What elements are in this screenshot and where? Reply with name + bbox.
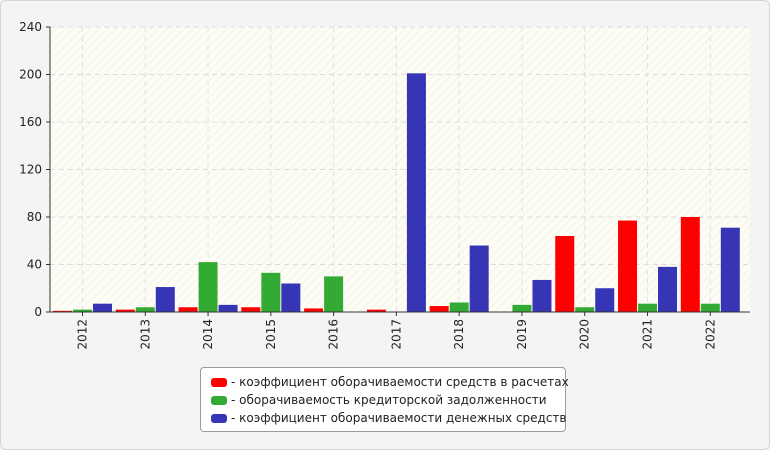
- bar-2013-series-2: [135, 307, 155, 312]
- bar-2018-series-3: [469, 245, 489, 312]
- bar-2014-series-2: [198, 262, 218, 312]
- bars: [53, 73, 740, 312]
- x-tick-label: 2015: [264, 319, 278, 350]
- bar-2020-series-3: [595, 288, 615, 312]
- y-tick-label: 80: [27, 210, 42, 224]
- x-tick-label: 2021: [641, 319, 655, 350]
- legend: - коэффициент оборачиваемости средств в …: [200, 367, 569, 432]
- bar-2013-series-1: [115, 309, 135, 312]
- bar-2017-series-1: [366, 309, 386, 312]
- bar-2018-series-1: [429, 306, 449, 312]
- x-tick-label: 2020: [578, 319, 592, 350]
- legend-item-payables: - оборачиваемость кредиторской задолженн…: [211, 391, 565, 409]
- bar-2022-series-1: [680, 217, 700, 312]
- bar-2020-series-2: [575, 307, 595, 312]
- bar-2012-series-3: [93, 303, 112, 312]
- bar-2021-series-1: [618, 220, 638, 312]
- bar-2016-series-2: [324, 276, 344, 312]
- x-tick-label: 2017: [389, 319, 403, 350]
- legend-label-cash: - коэффициент оборачиваемости денежных с…: [231, 411, 567, 425]
- bar-2017-series-3: [406, 73, 426, 312]
- bar-2016-series-1: [304, 308, 324, 312]
- legend-item-cash: - коэффициент оборачиваемости денежных с…: [211, 409, 567, 427]
- x-tick-label: 2022: [703, 319, 717, 350]
- x-tick-label: 2018: [452, 319, 466, 350]
- y-tick-label: 0: [34, 305, 42, 319]
- legend-label-settlements: - коэффициент оборачиваемости средств в …: [231, 375, 569, 389]
- y-tick-label: 240: [19, 20, 42, 34]
- y-tick-labels: 0 40 80 120 160 200 240: [19, 20, 42, 319]
- bar-2018-series-2: [449, 302, 469, 312]
- bar-2015-series-1: [241, 307, 261, 312]
- legend-label-payables: - оборачиваемость кредиторской задолженн…: [231, 393, 547, 407]
- x-tick-label: 2012: [76, 319, 90, 350]
- x-tick-labels: 2012 2013 2014 2015 2016 2017 2018 2019 2020 2021…: [76, 319, 718, 350]
- bar-2012-series-1: [53, 310, 72, 312]
- bar-2015-series-3: [281, 283, 301, 312]
- x-tick-label: 2016: [327, 319, 341, 350]
- axes: [46, 26, 750, 316]
- grid-lines: [50, 26, 750, 312]
- y-tick-label: 160: [19, 115, 42, 129]
- bar-2014-series-3: [218, 304, 238, 312]
- bar-2015-series-2: [261, 272, 281, 312]
- bar-2021-series-2: [638, 303, 658, 312]
- bar-2022-series-3: [720, 227, 740, 312]
- x-tick-label: 2019: [515, 319, 529, 350]
- bar-2013-series-3: [155, 287, 175, 312]
- legend-swatch-settlements: [211, 377, 227, 387]
- bar-2020-series-1: [555, 236, 575, 312]
- bar-2022-series-2: [700, 303, 720, 312]
- bar-2012-series-2: [73, 309, 92, 312]
- bar-2019-series-2: [512, 304, 532, 312]
- y-tick-label: 40: [27, 258, 42, 272]
- y-tick-label: 200: [19, 68, 42, 82]
- bar-2019-series-3: [532, 279, 552, 312]
- y-tick-label: 120: [19, 163, 42, 177]
- x-tick-label: 2013: [138, 319, 152, 350]
- x-tick-label: 2014: [201, 319, 215, 350]
- legend-swatch-cash: [211, 413, 227, 423]
- legend-swatch-payables: [211, 395, 227, 405]
- bar-2021-series-3: [658, 266, 678, 312]
- legend-item-settlements: - коэффициент оборачиваемости средств в …: [211, 373, 569, 391]
- bar-2014-series-1: [178, 307, 198, 312]
